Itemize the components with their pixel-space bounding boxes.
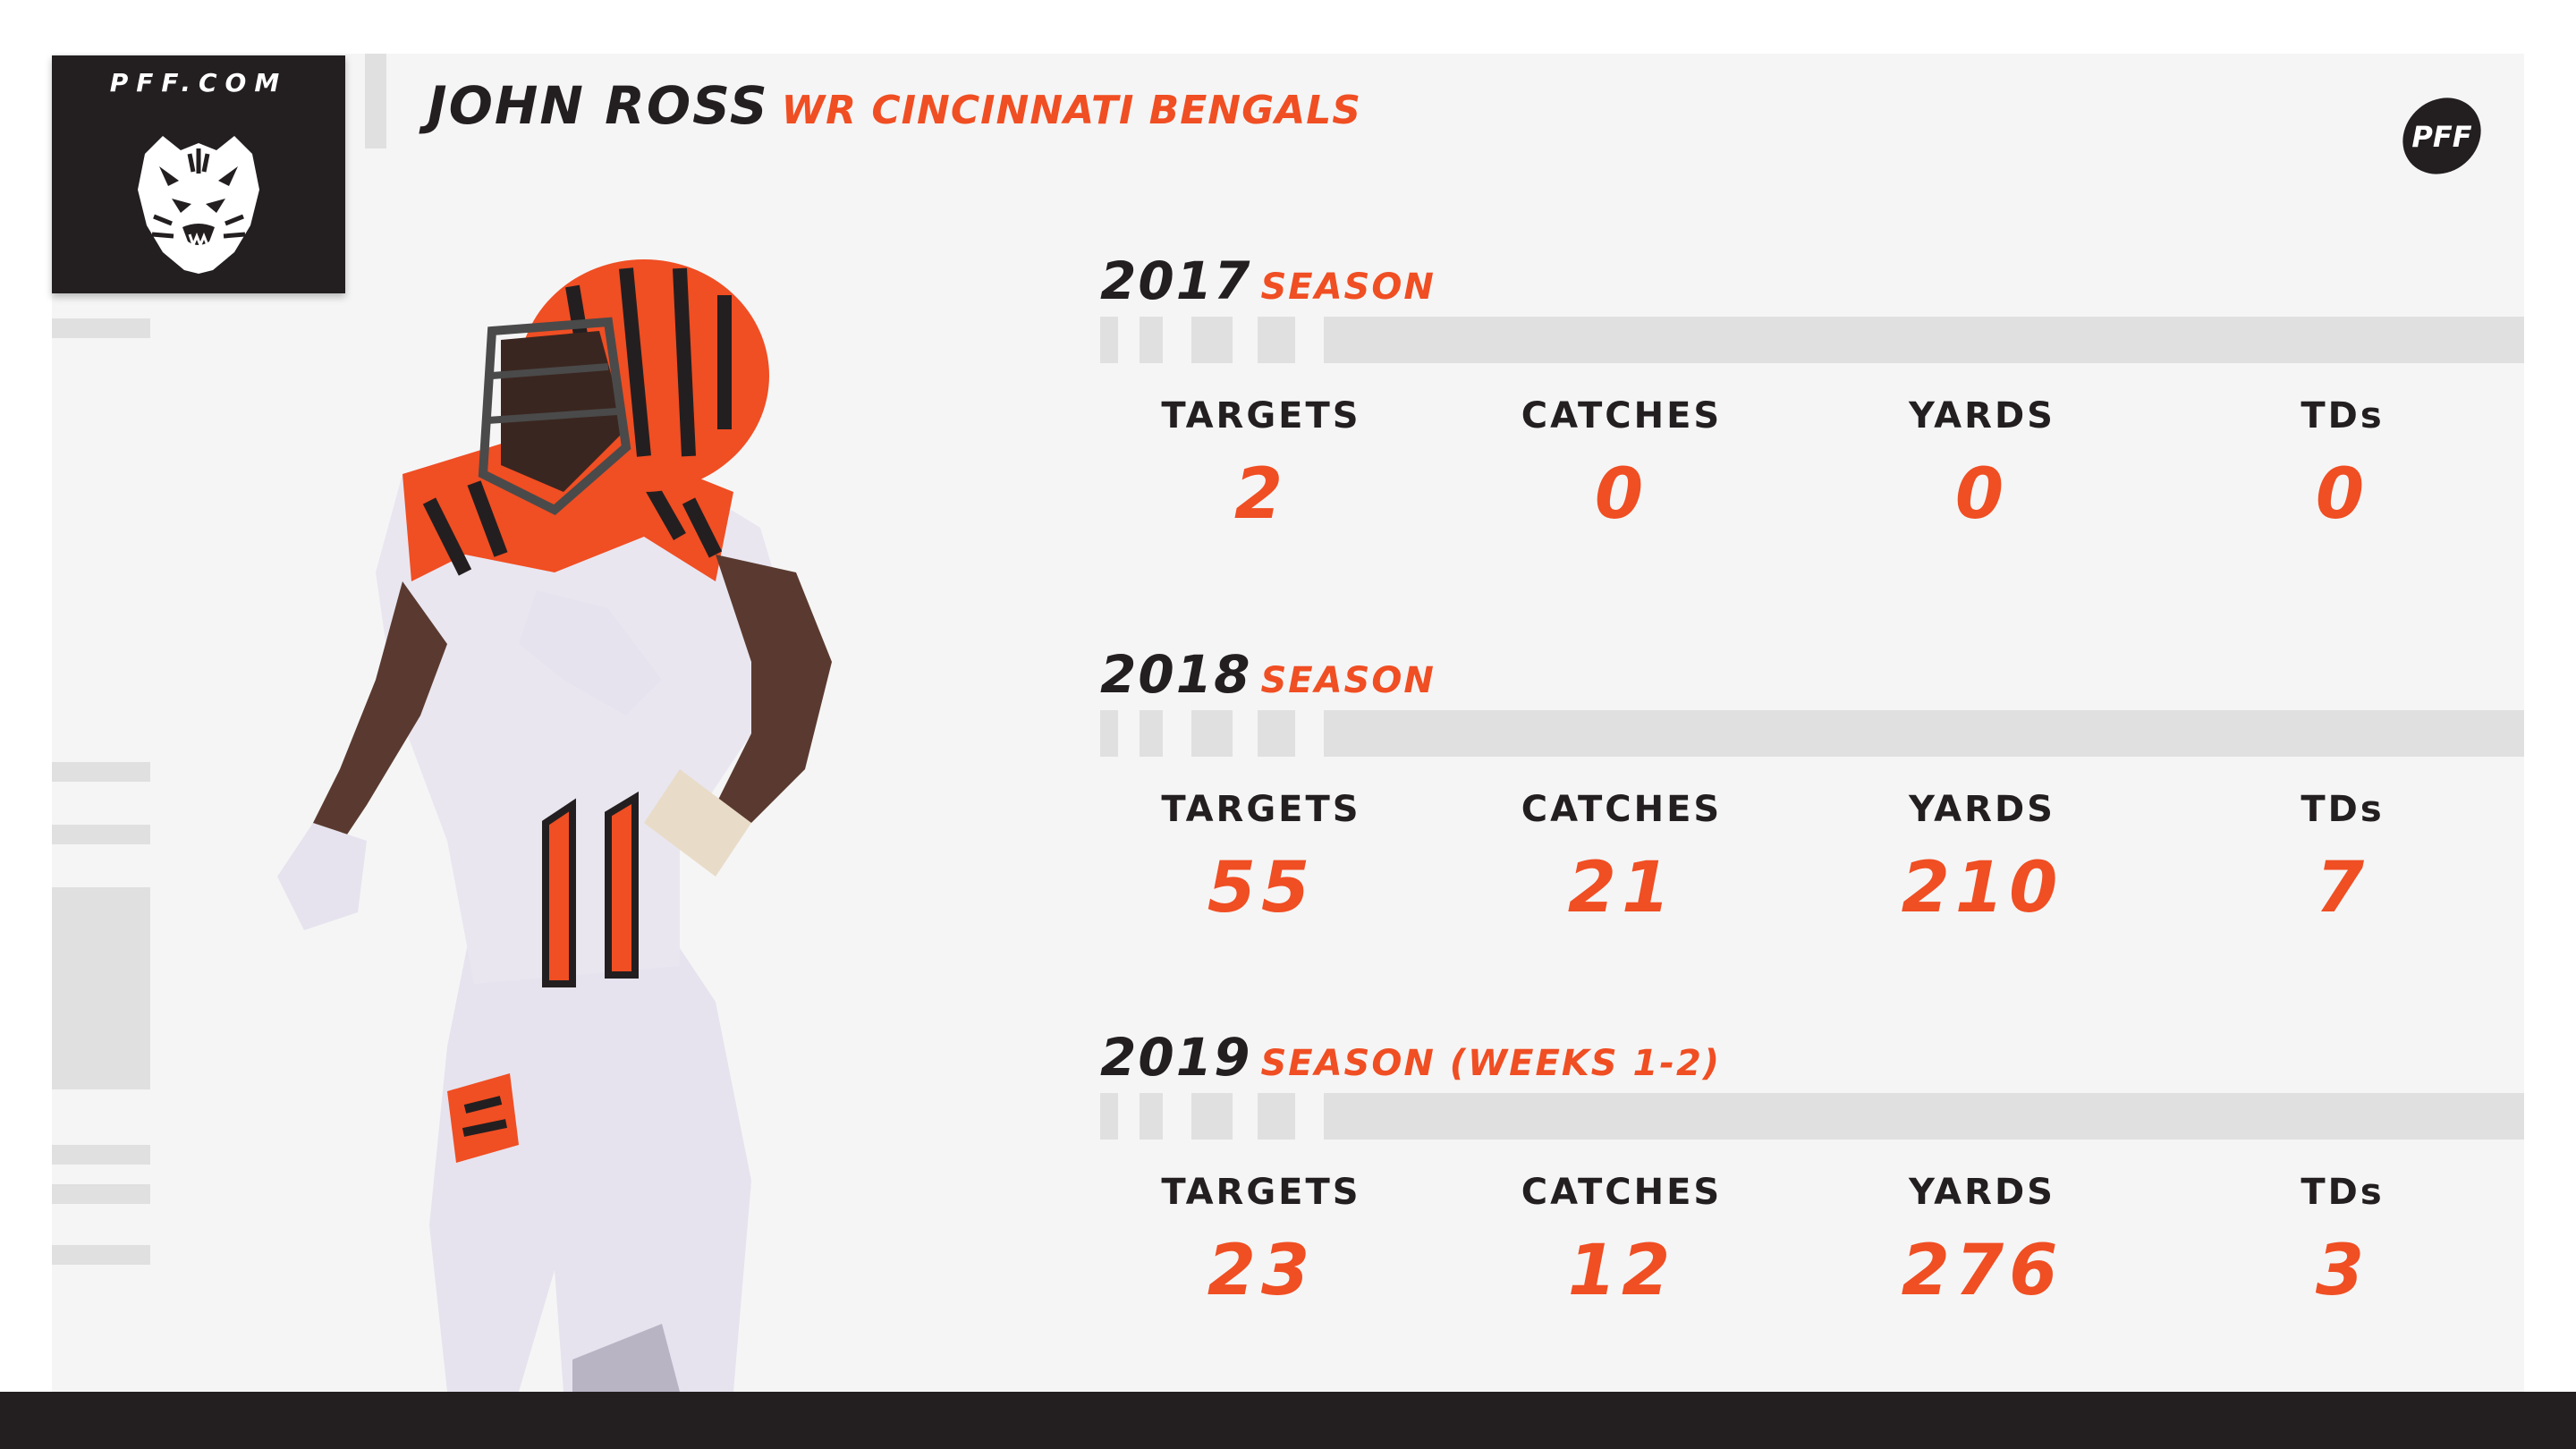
stat-label: CATCHES: [1521, 1172, 1723, 1213]
page-header: JOHN ROSS WR CINCINNATI BENGALS: [428, 75, 1361, 147]
player-name: JOHN ROSS: [428, 75, 769, 136]
stat-value: 2: [1233, 454, 1289, 535]
season-label: SEASON: [1260, 660, 1436, 701]
site-name: PFF.COM: [109, 68, 288, 97]
season-year: 2017: [1100, 250, 1252, 311]
stat-label: CATCHES: [1521, 395, 1723, 436]
stat-label: TDs: [2301, 789, 2385, 830]
stat-value: 3: [2315, 1231, 2370, 1311]
stat-value: 21: [1567, 848, 1676, 928]
stat-label: TDs: [2301, 1172, 2385, 1213]
season-title: 2017 SEASON: [1100, 250, 1436, 311]
stat-label: YARDS: [1909, 395, 2055, 436]
season-divider-bars: [1100, 710, 2524, 757]
stat-value: 23: [1207, 1231, 1316, 1311]
stat-label: TDs: [2301, 395, 2385, 436]
player-position-team: WR CINCINNATI BENGALS: [781, 88, 1361, 133]
season-divider-bars: [1100, 317, 2524, 363]
season-year: 2018: [1100, 644, 1252, 705]
player-photo: [277, 259, 832, 1392]
decor-bar: [52, 318, 150, 338]
decor-bar: [52, 1145, 150, 1165]
stat-label: TARGETS: [1161, 789, 1361, 830]
decor-bar: [52, 1184, 150, 1204]
season-title: 2019 SEASON (WEEKS 1-2): [1100, 1027, 1721, 1088]
season-label: SEASON: [1260, 267, 1436, 308]
stat-label: TARGETS: [1161, 395, 1361, 436]
season-block: 2019 SEASON (WEEKS 1-2) TARGETS 23 CATCHE…: [1100, 1027, 2524, 1313]
footer-bar: [0, 1392, 2576, 1449]
decor-bar: [52, 762, 150, 782]
stat-value: 0: [1954, 454, 2010, 535]
season-divider-bars: [1100, 1093, 2524, 1140]
season-year: 2019: [1100, 1027, 1252, 1088]
season-block: 2018 SEASON TARGETS 55 CATCHES 21 YARDS 2…: [1100, 644, 2524, 930]
stat-label: YARDS: [1909, 1172, 2055, 1213]
svg-text:PFF: PFF: [2411, 120, 2471, 154]
stat-value: 276: [1901, 1231, 2063, 1311]
stat-value: 0: [2315, 454, 2370, 535]
stat-label: TARGETS: [1161, 1172, 1361, 1213]
stat-label: YARDS: [1909, 789, 2055, 830]
season-label: SEASON (WEEKS 1-2): [1260, 1043, 1722, 1084]
bengals-tiger-icon: [138, 136, 259, 274]
decor-bar: [52, 825, 150, 844]
season-block: 2017 SEASON TARGETS 2 CATCHES 0 YARDS 0 T…: [1100, 250, 2524, 537]
decor-bar: [52, 887, 150, 1089]
stat-value: 7: [2315, 848, 2370, 928]
pff-football-icon: PFF: [2402, 97, 2481, 174]
decor-bar: [52, 1245, 150, 1265]
season-title: 2018 SEASON: [1100, 644, 1436, 705]
stat-value: 0: [1594, 454, 1649, 535]
stat-label: CATCHES: [1521, 789, 1723, 830]
header-divider: [365, 54, 386, 148]
stat-value: 55: [1207, 848, 1316, 928]
brand-logo-box: PFF.COM: [52, 55, 345, 293]
stat-value: 210: [1901, 848, 2063, 928]
stat-value: 12: [1567, 1231, 1676, 1311]
